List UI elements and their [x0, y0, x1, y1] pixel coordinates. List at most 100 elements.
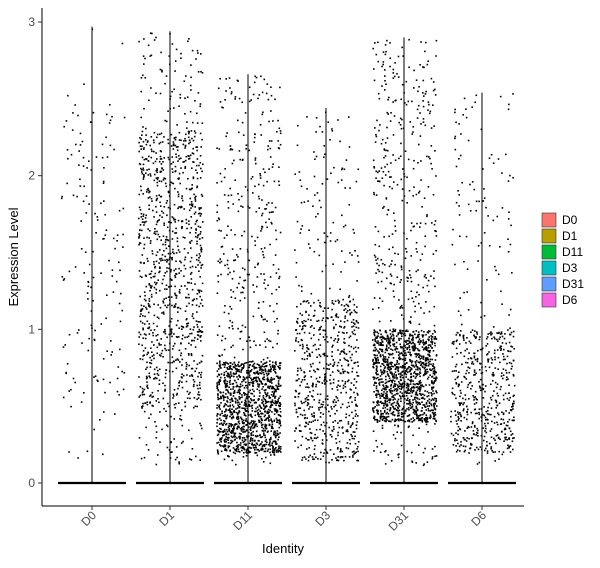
data-point [201, 354, 204, 357]
data-point [273, 432, 275, 434]
data-point [119, 348, 121, 351]
data-point [228, 430, 231, 432]
data-point [177, 193, 180, 196]
data-point [174, 292, 176, 295]
data-point [250, 368, 253, 371]
data-point [62, 396, 65, 399]
data-point [307, 456, 310, 458]
data-point [188, 157, 191, 160]
data-point [189, 266, 192, 269]
data-point [255, 162, 257, 165]
data-point [249, 398, 252, 400]
data-point [236, 427, 238, 430]
data-point [390, 275, 393, 277]
data-point [140, 310, 142, 312]
data-point [265, 372, 268, 375]
data-point [238, 396, 240, 398]
data-point [147, 303, 150, 305]
data-point [242, 379, 245, 382]
data-point [384, 358, 387, 360]
data-point [248, 391, 250, 393]
data-point [393, 330, 395, 332]
data-point [417, 90, 419, 93]
data-point [196, 398, 198, 401]
data-point [424, 447, 426, 450]
data-point [294, 396, 296, 398]
data-point [273, 180, 276, 183]
data-point [241, 101, 243, 104]
data-point [194, 232, 197, 234]
data-point [314, 433, 316, 436]
data-point [139, 295, 141, 298]
data-point [311, 415, 314, 417]
data-point [224, 362, 226, 365]
data-point [349, 397, 351, 399]
data-point [426, 331, 429, 333]
data-point [373, 331, 375, 334]
data-point [233, 270, 235, 273]
data-point [173, 304, 176, 307]
data-point [161, 312, 163, 314]
data-point [410, 354, 412, 357]
data-point [398, 354, 400, 356]
data-point [182, 374, 185, 377]
data-point [178, 139, 181, 141]
data-point [378, 320, 381, 323]
data-point [379, 336, 382, 338]
data-point [248, 381, 251, 384]
data-point [306, 300, 309, 302]
data-point [270, 438, 272, 440]
data-point [221, 437, 223, 439]
data-point [378, 270, 381, 273]
data-point [244, 408, 246, 411]
data-point [404, 409, 407, 412]
data-point [388, 265, 391, 268]
data-point [279, 446, 282, 448]
data-point [375, 439, 377, 442]
data-point [144, 315, 146, 318]
data-point [319, 333, 321, 335]
data-point [224, 99, 226, 101]
data-point [264, 423, 267, 426]
data-point [308, 229, 310, 231]
data-point [271, 401, 274, 403]
data-point [111, 275, 114, 277]
data-point [430, 275, 432, 277]
data-point [386, 334, 389, 337]
data-point [431, 168, 433, 170]
data-point [265, 425, 267, 427]
data-point [321, 270, 324, 273]
data-point [306, 383, 309, 385]
data-point [256, 285, 258, 288]
data-point [432, 399, 435, 401]
data-point [301, 347, 304, 350]
data-point [231, 440, 234, 442]
data-point [418, 419, 420, 422]
data-point [384, 450, 386, 453]
data-point [242, 456, 245, 458]
data-point [170, 285, 173, 288]
data-point [376, 350, 379, 352]
data-point [433, 125, 435, 127]
data-point [419, 371, 421, 373]
data-point [404, 359, 407, 361]
data-point [264, 411, 266, 413]
data-point [229, 379, 231, 382]
data-point [251, 424, 254, 427]
data-point [313, 414, 315, 417]
data-point [418, 302, 420, 305]
data-point [424, 124, 427, 127]
data-point [416, 417, 418, 420]
data-point [170, 332, 173, 334]
data-point [425, 348, 428, 350]
data-point [267, 408, 270, 411]
data-point [304, 325, 307, 327]
data-point [146, 384, 149, 387]
data-point [240, 442, 242, 444]
data-point [261, 436, 264, 438]
data-point [256, 388, 259, 390]
data-point [268, 443, 271, 445]
data-point [337, 349, 339, 351]
data-point [147, 387, 149, 389]
data-point [239, 428, 242, 430]
